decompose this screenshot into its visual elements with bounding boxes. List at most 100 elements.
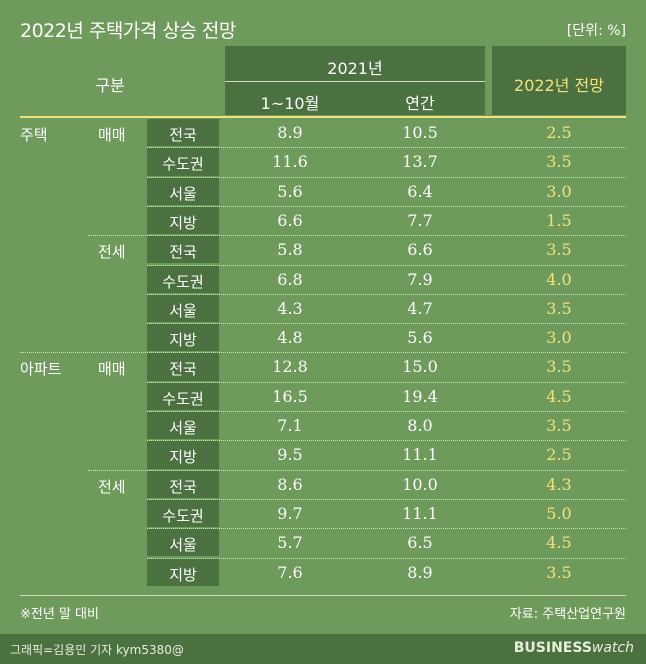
value-annual: 8.0 [407, 416, 433, 435]
value-annual: 19.4 [402, 386, 438, 406]
header-annual: 연간 [405, 94, 435, 113]
row-divider [147, 323, 626, 325]
region-cell [147, 412, 219, 440]
region-cell [147, 236, 219, 264]
row-divider [147, 411, 626, 412]
value-annual: 10.0 [402, 474, 438, 494]
value-forecast: 2.5 [546, 123, 572, 142]
region-label: 전국 [169, 477, 197, 496]
value-annual: 4.7 [407, 298, 433, 318]
value-forecast: 3.5 [546, 562, 572, 582]
region-cell [147, 148, 219, 176]
value-jan-oct: 9.5 [277, 445, 303, 465]
value-forecast: 4.5 [546, 533, 572, 553]
logo-bold-text: BUSINESS [513, 640, 592, 656]
row-divider [147, 381, 626, 383]
bottom-rule [20, 595, 626, 596]
value-forecast: 3.5 [546, 357, 572, 377]
header-forecast-block [492, 46, 626, 115]
value-forecast: 5.0 [546, 503, 572, 523]
region-label: 전국 [169, 360, 197, 379]
region-label: 서울 [169, 184, 197, 203]
region-cell [147, 382, 219, 410]
region-label: 수도권 [162, 389, 204, 408]
value-jan-oct: 6.8 [277, 269, 303, 289]
region-cell [147, 470, 219, 498]
value-forecast: 1.5 [546, 210, 572, 230]
value-forecast: 3.5 [546, 298, 572, 318]
region-cell [147, 499, 219, 528]
value-jan-oct: 5.8 [277, 240, 303, 260]
value-forecast: 4.5 [546, 386, 572, 406]
chart-title: 2022년 주택가격 상승 전망 [20, 20, 236, 42]
unit-label: [단위: %] [566, 23, 626, 39]
region-label: 서울 [169, 301, 197, 320]
value-annual: 7.7 [407, 210, 433, 230]
row-divider [147, 293, 626, 295]
region-cell [147, 119, 219, 147]
row-divider [88, 469, 626, 471]
value-annual: 13.7 [402, 152, 438, 172]
region-label: 서울 [169, 536, 197, 555]
row-divider [147, 147, 626, 149]
region-label: 전국 [169, 126, 197, 144]
row-divider [147, 498, 626, 500]
brand-logo: BUSINESSwatch [514, 640, 634, 656]
region-label: 서울 [169, 419, 197, 437]
source-note: 자료: 주택산업연구원 [509, 607, 626, 622]
footnote: ※전년 말 대비 [20, 607, 99, 622]
region-label: 지방 [169, 448, 197, 467]
region-cell [147, 294, 219, 323]
value-jan-oct: 7.1 [277, 416, 303, 435]
value-jan-oct: 7.6 [277, 562, 303, 582]
region-cell [147, 558, 219, 586]
deal-label: 전세 [98, 477, 126, 496]
row-divider [147, 264, 626, 266]
deal-label: 전세 [98, 243, 126, 262]
header-divider [225, 81, 485, 82]
region-label: 수도권 [162, 272, 204, 291]
value-jan-oct: 4.8 [277, 328, 303, 348]
row-divider [88, 235, 626, 237]
value-annual: 10.5 [402, 123, 438, 142]
type-label: 아파트 [20, 360, 62, 379]
value-jan-oct: 9.7 [277, 503, 303, 523]
type-label: 주택 [20, 126, 48, 144]
value-jan-oct: 4.3 [277, 298, 303, 318]
header-group-label: 구분 [95, 76, 125, 95]
logo-light-text: watch [591, 640, 634, 656]
value-forecast: 3.5 [546, 416, 572, 435]
value-annual: 6.5 [407, 533, 433, 553]
value-jan-oct: 16.5 [272, 386, 308, 406]
value-forecast: 4.3 [546, 474, 572, 494]
header-jan-oct: 1~10월 [260, 94, 320, 113]
region-label: 지방 [169, 565, 197, 584]
region-label: 지방 [169, 331, 197, 350]
row-divider [147, 528, 626, 530]
row-divider [147, 557, 626, 559]
region-cell [147, 529, 219, 557]
value-forecast: 3.0 [546, 181, 572, 201]
value-jan-oct: 12.8 [272, 357, 308, 377]
value-annual: 6.6 [407, 240, 433, 260]
value-annual: 6.4 [407, 181, 433, 201]
value-jan-oct: 6.6 [277, 210, 303, 230]
value-jan-oct: 5.7 [277, 533, 303, 553]
header-2021-block [225, 46, 485, 115]
deal-label: 매매 [98, 126, 126, 144]
region-cell [147, 265, 219, 293]
region-cell [147, 206, 219, 235]
value-forecast: 4.0 [546, 269, 572, 289]
credit-bar [0, 634, 646, 664]
value-forecast: 3.5 [546, 152, 572, 172]
value-jan-oct: 5.6 [277, 181, 303, 201]
value-annual: 11.1 [402, 445, 438, 465]
value-forecast: 2.5 [546, 445, 572, 465]
deal-label: 매매 [98, 360, 126, 379]
value-jan-oct: 8.6 [277, 474, 303, 494]
region-label: 전국 [169, 243, 197, 262]
region-label: 지방 [169, 213, 197, 232]
region-cell [147, 353, 219, 381]
region-label: 수도권 [162, 506, 204, 525]
header-year-2021: 2021년 [327, 59, 383, 78]
